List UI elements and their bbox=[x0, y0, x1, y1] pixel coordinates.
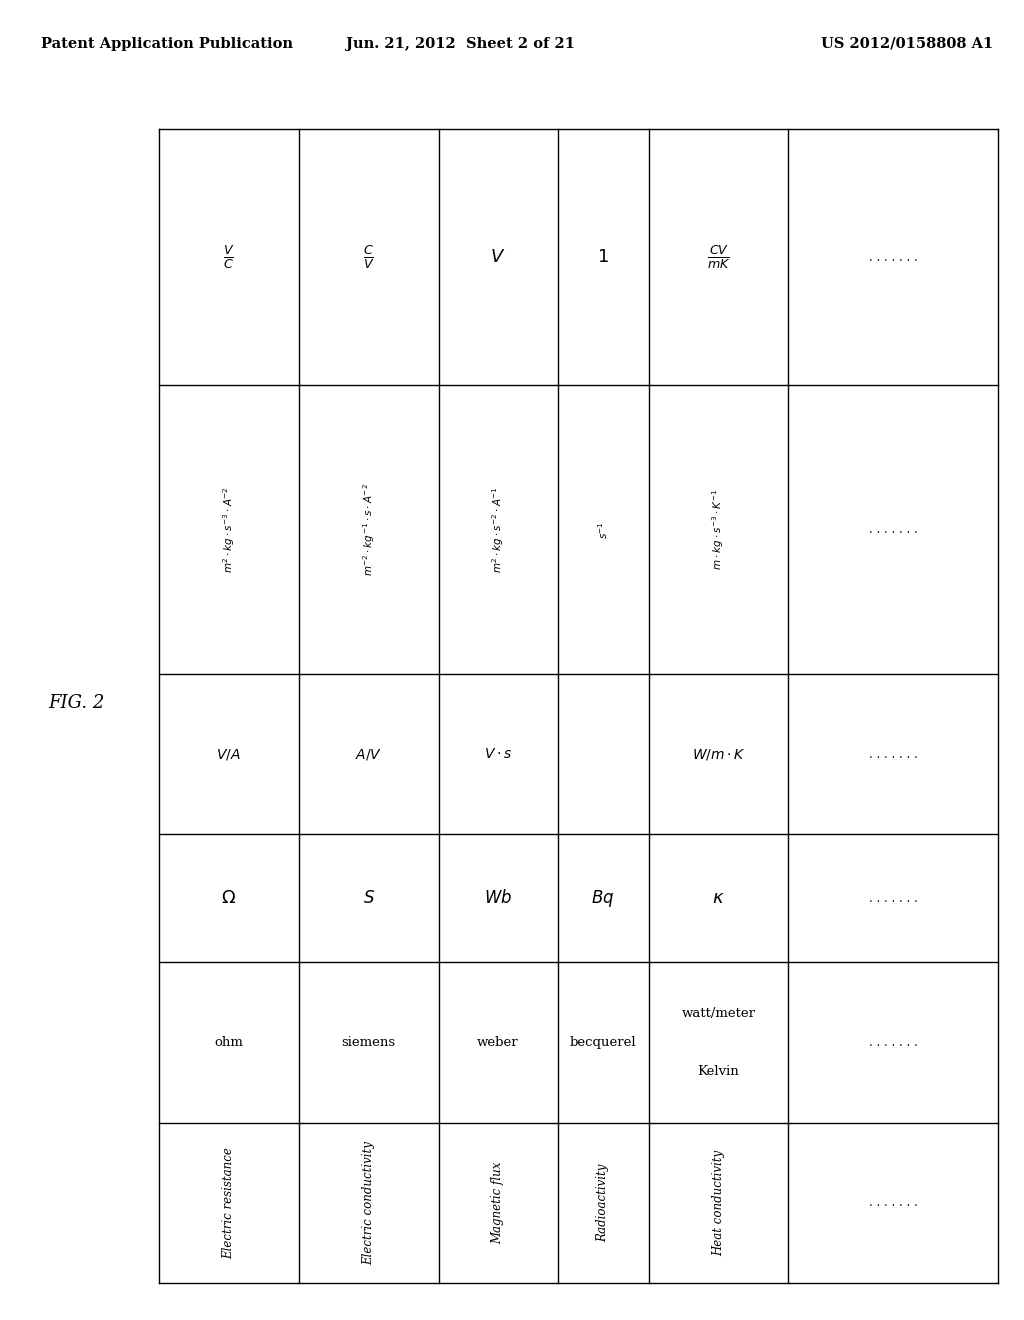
Text: Electric conductivity: Electric conductivity bbox=[362, 1140, 375, 1265]
Text: weber: weber bbox=[477, 1036, 519, 1049]
Text: Kelvin: Kelvin bbox=[697, 1065, 739, 1078]
Text: $\mathit{1}$: $\mathit{1}$ bbox=[597, 248, 609, 267]
Text: . . . . . . .: . . . . . . . bbox=[869, 1196, 918, 1209]
Text: FIG. 2: FIG. 2 bbox=[48, 694, 105, 711]
Text: $\mathit{m^{2} \cdot kg \cdot s^{-2} \cdot A^{-1}}$: $\mathit{m^{2} \cdot kg \cdot s^{-2} \cd… bbox=[490, 486, 506, 573]
Text: US 2012/0158808 A1: US 2012/0158808 A1 bbox=[821, 37, 993, 50]
Text: $\frac{C}{V}$: $\frac{C}{V}$ bbox=[362, 243, 375, 271]
Text: . . . . . . .: . . . . . . . bbox=[869, 1036, 918, 1049]
Text: $\mathit{m \cdot kg \cdot s^{-3} \cdot K^{-1}}$: $\mathit{m \cdot kg \cdot s^{-3} \cdot K… bbox=[711, 488, 726, 570]
Text: siemens: siemens bbox=[342, 1036, 395, 1049]
Text: $\mathit{Wb}$: $\mathit{Wb}$ bbox=[484, 890, 512, 907]
Text: Patent Application Publication: Patent Application Publication bbox=[41, 37, 293, 50]
Text: Magnetic flux: Magnetic flux bbox=[492, 1162, 505, 1243]
Text: $\mathit{V/A}$: $\mathit{V/A}$ bbox=[216, 747, 241, 762]
Text: $\mathit{Bq}$: $\mathit{Bq}$ bbox=[592, 888, 614, 908]
Text: Heat conductivity: Heat conductivity bbox=[712, 1150, 725, 1255]
Text: Jun. 21, 2012  Sheet 2 of 21: Jun. 21, 2012 Sheet 2 of 21 bbox=[346, 37, 575, 50]
Text: $\frac{CV}{mK}$: $\frac{CV}{mK}$ bbox=[707, 243, 730, 271]
Text: watt/meter: watt/meter bbox=[682, 1007, 756, 1020]
Text: $\mathit{V \cdot s}$: $\mathit{V \cdot s}$ bbox=[484, 747, 512, 762]
Text: . . . . . . .: . . . . . . . bbox=[869, 892, 918, 904]
Text: ohm: ohm bbox=[214, 1036, 243, 1049]
Text: . . . . . . .: . . . . . . . bbox=[869, 523, 918, 536]
Text: $\mathit{m^{2} \cdot kg \cdot s^{-3} \cdot A^{-2}}$: $\mathit{m^{2} \cdot kg \cdot s^{-3} \cd… bbox=[221, 486, 237, 573]
Text: Radioactivity: Radioactivity bbox=[597, 1164, 609, 1242]
Text: $V$: $V$ bbox=[490, 248, 506, 267]
Text: $\mathit{W/m \cdot K}$: $\mathit{W/m \cdot K}$ bbox=[691, 747, 745, 762]
Text: Electric resistance: Electric resistance bbox=[222, 1147, 236, 1259]
Text: . . . . . . .: . . . . . . . bbox=[869, 251, 918, 264]
Text: $\Omega$: $\Omega$ bbox=[221, 890, 237, 907]
Text: $\mathit{s^{-1}}$: $\mathit{s^{-1}}$ bbox=[596, 520, 610, 539]
Text: . . . . . . .: . . . . . . . bbox=[869, 747, 918, 760]
Text: $\kappa$: $\kappa$ bbox=[713, 890, 725, 907]
Text: becquerel: becquerel bbox=[569, 1036, 636, 1049]
Text: $\mathit{m^{-2} \cdot kg^{-1} \cdot s \cdot A^{-2}}$: $\mathit{m^{-2} \cdot kg^{-1} \cdot s \c… bbox=[360, 483, 377, 576]
Text: $\frac{V}{C}$: $\frac{V}{C}$ bbox=[223, 243, 234, 271]
Text: $\mathit{A/V}$: $\mathit{A/V}$ bbox=[355, 747, 382, 762]
Text: $\mathit{S}$: $\mathit{S}$ bbox=[362, 890, 375, 907]
